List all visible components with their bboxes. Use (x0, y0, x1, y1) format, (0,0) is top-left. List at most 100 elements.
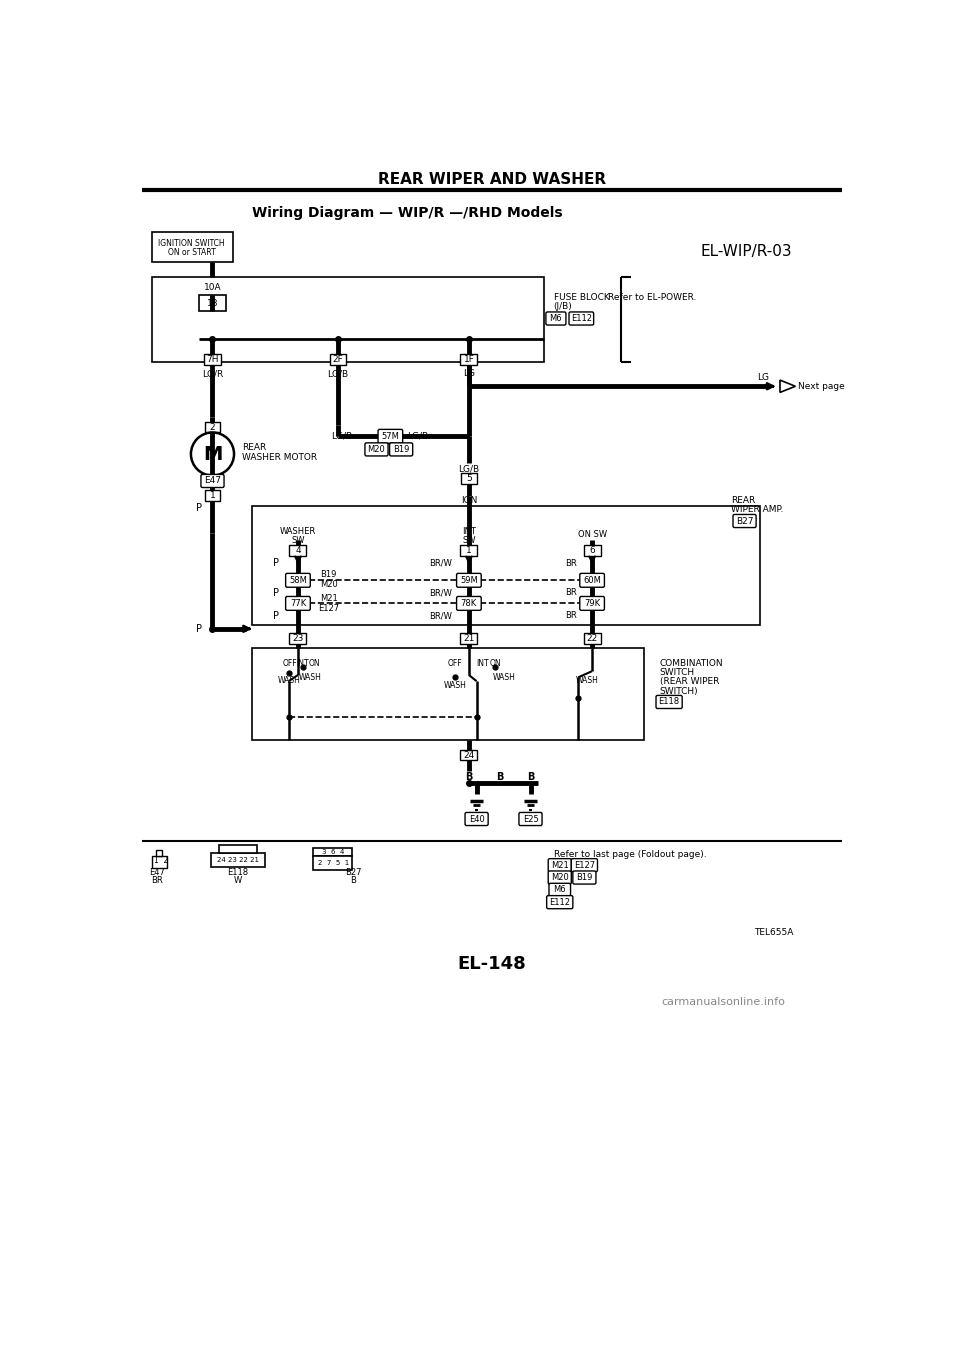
Text: 24 23 22 21: 24 23 22 21 (217, 857, 259, 862)
Text: Refer to EL-POWER.: Refer to EL-POWER. (608, 293, 696, 303)
Bar (313, 849, 352, 856)
Text: 18: 18 (206, 299, 218, 308)
Text: EL-WIP/R-03: EL-WIP/R-03 (700, 244, 792, 259)
Text: 6: 6 (589, 546, 595, 555)
Text: LG: LG (463, 369, 475, 379)
Bar (200, 296, 226, 311)
Bar (461, 474, 476, 483)
Text: OFF: OFF (447, 659, 463, 668)
Text: BR: BR (151, 876, 163, 885)
Text: W: W (234, 876, 242, 885)
Text: WASH: WASH (492, 672, 516, 682)
Text: FUSE BLOCK: FUSE BLOCK (554, 293, 610, 303)
Text: M20: M20 (551, 873, 568, 881)
Text: E47: E47 (149, 868, 165, 877)
Bar (584, 633, 601, 644)
FancyBboxPatch shape (580, 573, 605, 587)
Text: P: P (274, 558, 279, 569)
Text: SW: SW (291, 536, 304, 545)
Text: BR/W: BR/W (429, 611, 452, 621)
Text: BR: BR (564, 611, 577, 621)
Text: M21: M21 (320, 593, 338, 603)
Text: LG/B: LG/B (327, 369, 348, 379)
FancyBboxPatch shape (548, 870, 571, 884)
Polygon shape (156, 850, 162, 856)
Text: 2: 2 (209, 422, 215, 432)
Bar (211, 853, 265, 866)
FancyBboxPatch shape (573, 870, 596, 884)
FancyBboxPatch shape (519, 812, 542, 826)
Text: WASH: WASH (277, 676, 300, 684)
Bar (290, 545, 306, 555)
Text: 1  2: 1 2 (154, 856, 168, 865)
Bar (290, 633, 306, 644)
FancyBboxPatch shape (365, 443, 388, 456)
Text: 58M: 58M (289, 576, 307, 585)
Polygon shape (780, 380, 796, 392)
Text: REAR: REAR (242, 443, 266, 452)
FancyBboxPatch shape (201, 474, 224, 488)
Text: M20: M20 (368, 445, 385, 454)
Text: M6: M6 (554, 885, 566, 895)
Text: P: P (274, 588, 279, 598)
FancyBboxPatch shape (457, 596, 481, 610)
Text: E112: E112 (549, 898, 570, 907)
Text: 23: 23 (292, 634, 303, 644)
Text: E127: E127 (574, 861, 595, 869)
Text: SWITCH: SWITCH (660, 668, 695, 678)
Polygon shape (152, 856, 167, 868)
FancyBboxPatch shape (549, 883, 570, 896)
Bar (461, 545, 477, 555)
Bar (219, 845, 257, 853)
Text: WASH: WASH (576, 676, 599, 684)
Bar (461, 633, 477, 644)
Bar (252, 648, 644, 740)
Text: TEL655A: TEL655A (754, 929, 793, 937)
FancyBboxPatch shape (378, 429, 402, 443)
Text: BR: BR (564, 588, 577, 598)
Text: E118: E118 (228, 868, 249, 877)
Text: LG/B: LG/B (407, 432, 428, 441)
Text: M6: M6 (549, 314, 563, 323)
Text: 24: 24 (464, 751, 474, 759)
Text: carmanualsonline.info: carmanualsonline.info (661, 997, 785, 1008)
Bar (152, 277, 544, 361)
Text: (J/B): (J/B) (554, 303, 572, 311)
FancyBboxPatch shape (656, 695, 683, 709)
Text: LG/R: LG/R (202, 369, 223, 379)
Text: WASH: WASH (444, 680, 467, 690)
Text: 3  6  4: 3 6 4 (323, 849, 345, 856)
FancyBboxPatch shape (457, 573, 481, 587)
Text: INT: INT (462, 527, 476, 535)
Text: 60M: 60M (583, 576, 601, 585)
FancyBboxPatch shape (390, 443, 413, 456)
Text: (REAR WIPER: (REAR WIPER (660, 678, 719, 686)
Text: 2F: 2F (332, 354, 344, 364)
Text: 2  7  5  1: 2 7 5 1 (318, 860, 349, 866)
Text: E25: E25 (522, 815, 539, 823)
Text: 57M: 57M (381, 432, 399, 441)
Text: E127: E127 (318, 603, 339, 612)
FancyBboxPatch shape (546, 312, 565, 325)
Bar (204, 422, 220, 432)
Text: 79K: 79K (584, 599, 600, 608)
Bar (313, 856, 352, 870)
Text: B: B (466, 771, 472, 782)
Text: BR/W: BR/W (429, 559, 452, 568)
Text: M: M (203, 444, 222, 463)
Text: INT: INT (297, 659, 309, 668)
Text: 10A: 10A (204, 284, 222, 292)
FancyBboxPatch shape (733, 515, 756, 527)
Text: ON: ON (309, 659, 321, 668)
Text: REAR: REAR (731, 496, 755, 505)
Text: OFF: OFF (283, 659, 298, 668)
Bar (152, 232, 232, 262)
Text: IGNITION SWITCH: IGNITION SWITCH (158, 239, 225, 247)
Bar (584, 545, 601, 555)
Bar (329, 354, 347, 365)
FancyBboxPatch shape (580, 596, 605, 610)
FancyBboxPatch shape (548, 858, 571, 872)
Text: 4: 4 (295, 546, 300, 555)
Bar (204, 490, 220, 501)
Text: 7H: 7H (206, 354, 219, 364)
